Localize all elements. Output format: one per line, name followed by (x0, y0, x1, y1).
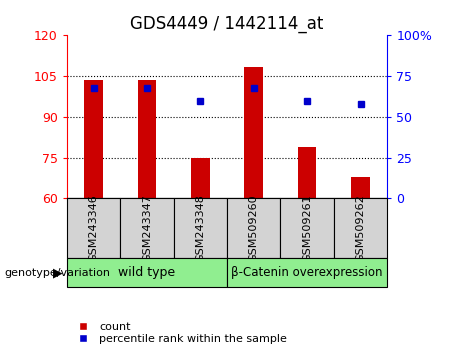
Bar (244, 67, 263, 198)
Title: GDS4449 / 1442114_at: GDS4449 / 1442114_at (130, 15, 324, 33)
Legend: count, percentile rank within the sample: count, percentile rank within the sample (68, 317, 291, 348)
Bar (191, 158, 210, 198)
Bar (137, 80, 156, 198)
Bar (67, 198, 120, 258)
Text: ▶: ▶ (53, 266, 62, 279)
Bar (227, 258, 387, 287)
Bar (227, 198, 280, 258)
Text: GSM509261: GSM509261 (302, 194, 312, 262)
Text: GSM243348: GSM243348 (195, 194, 205, 262)
Bar (84, 80, 103, 198)
Bar (334, 198, 387, 258)
Text: genotype/variation: genotype/variation (5, 268, 111, 278)
Bar (298, 147, 317, 198)
Text: GSM243347: GSM243347 (142, 194, 152, 262)
Bar (351, 177, 370, 198)
Text: GSM509260: GSM509260 (249, 194, 259, 262)
Text: β-Catenin overexpression: β-Catenin overexpression (231, 266, 383, 279)
Text: wild type: wild type (118, 266, 176, 279)
Bar (174, 198, 227, 258)
Text: GSM243346: GSM243346 (89, 194, 99, 262)
Bar (67, 258, 227, 287)
Bar (120, 198, 174, 258)
Text: GSM509262: GSM509262 (355, 194, 366, 262)
Bar (280, 198, 334, 258)
